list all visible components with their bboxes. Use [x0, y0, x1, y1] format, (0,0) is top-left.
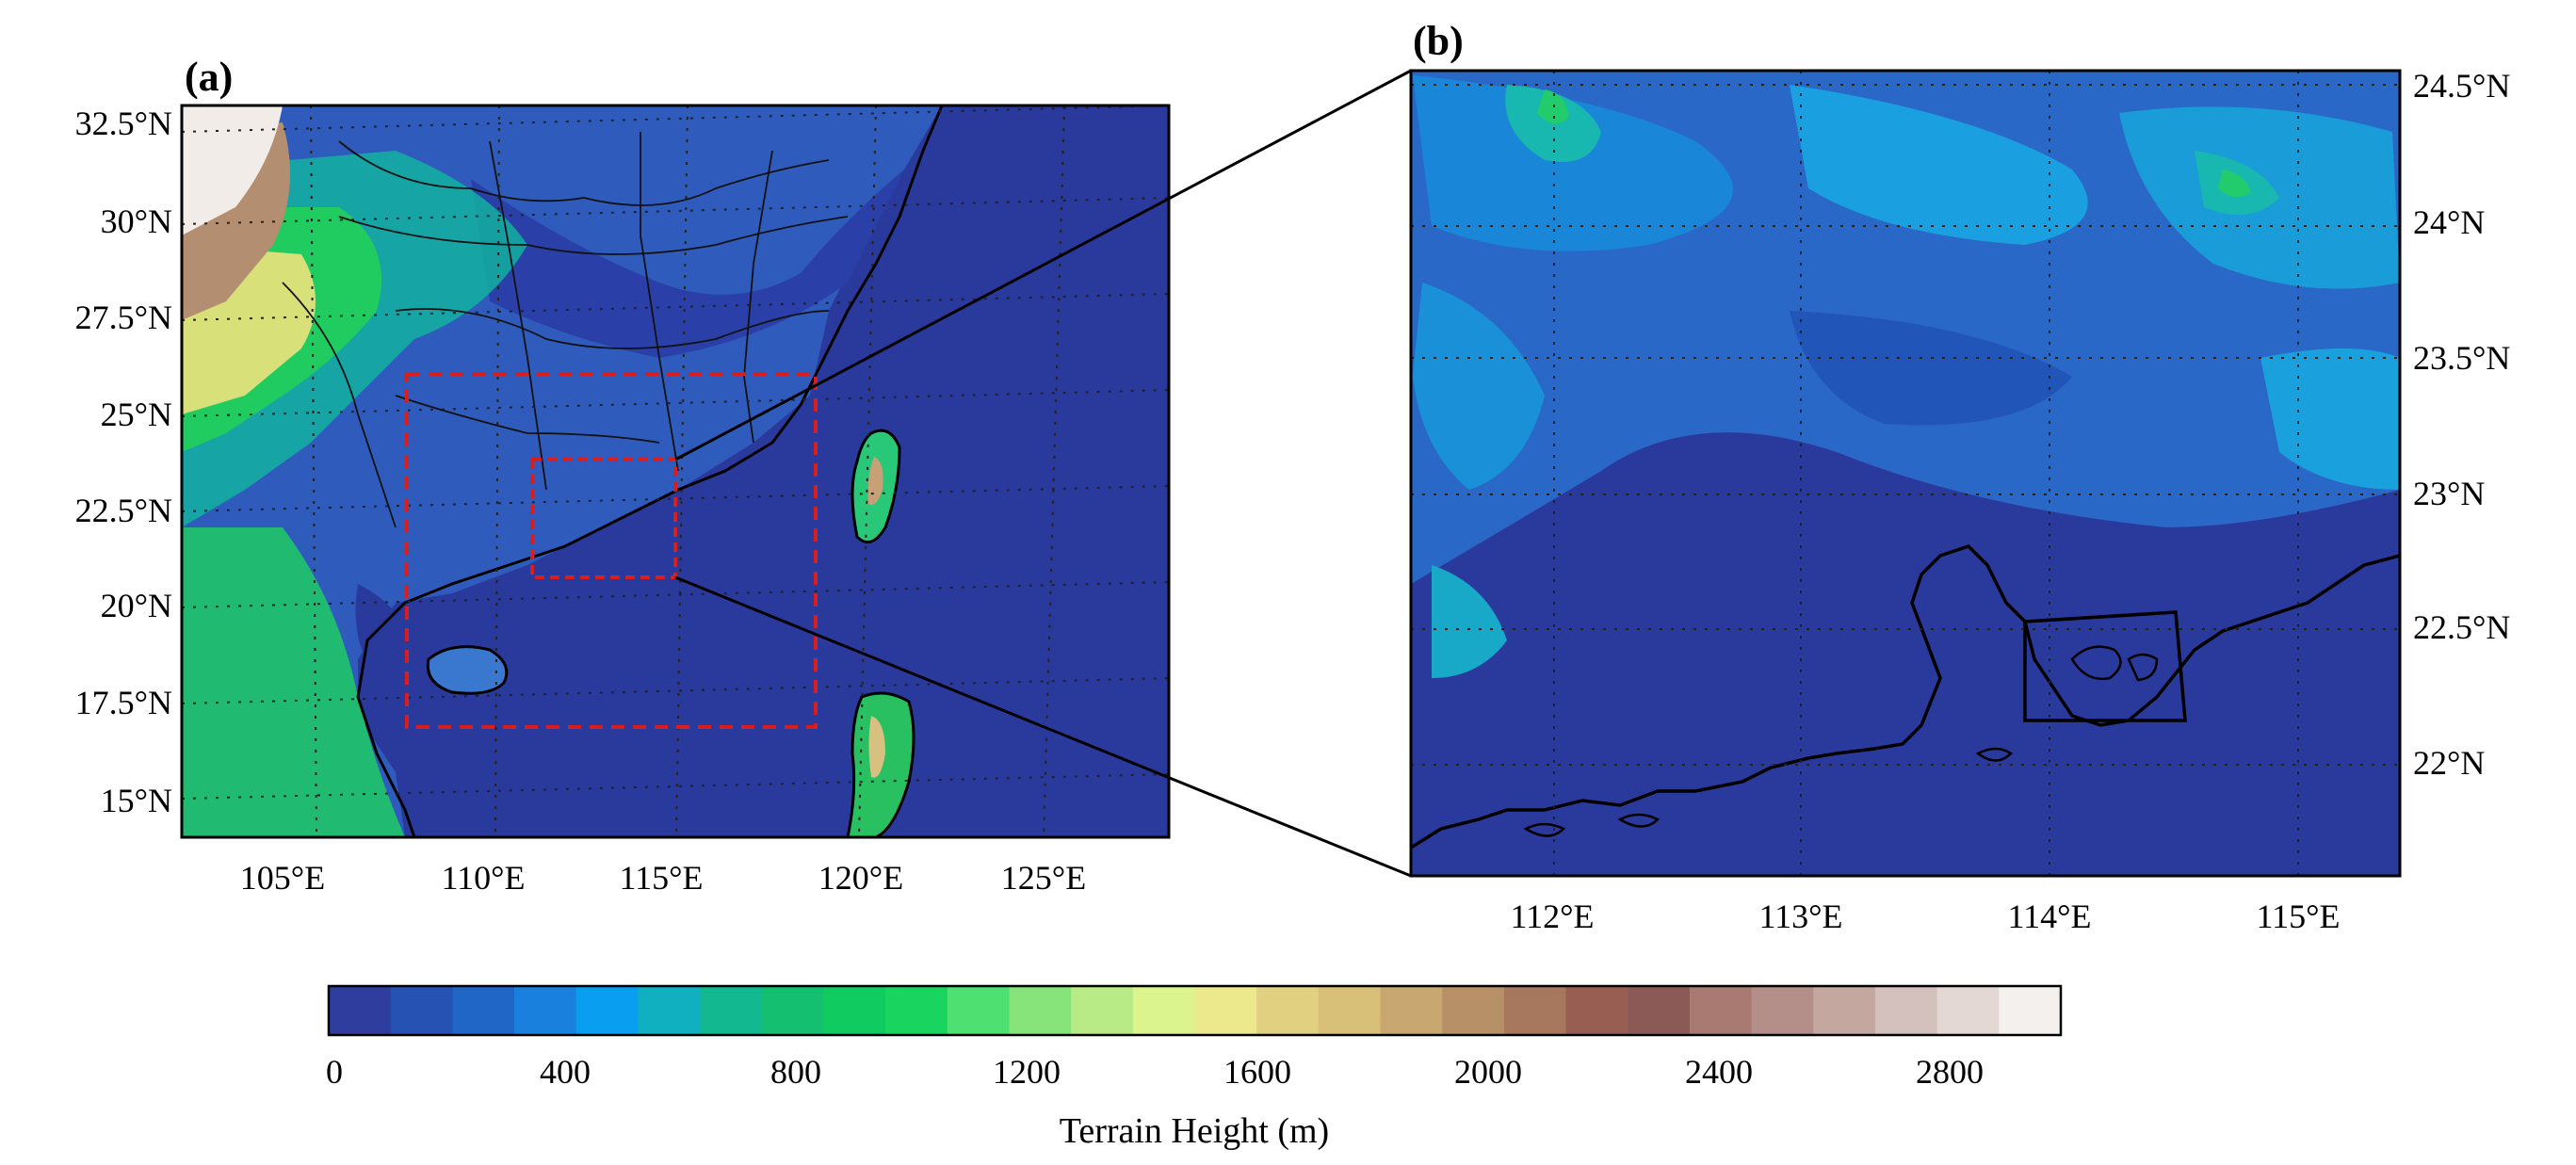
lon-label: 114°E [2007, 898, 2091, 935]
colorbar-swatch [947, 986, 1011, 1035]
colorbar-frame [327, 984, 2063, 1037]
panel-a: (a) [75, 54, 1171, 897]
coastline-b [1411, 543, 2400, 849]
lat-label: 17.5°N [75, 684, 172, 721]
colorbar-swatch [1442, 986, 1505, 1035]
panel-b-frame [1409, 69, 2402, 878]
lat-label: 22.5°N [75, 492, 172, 529]
lat-label: 15°N [101, 782, 172, 819]
lat-label: 32.5°N [75, 105, 172, 142]
lat-label: 23.5°N [2413, 339, 2510, 377]
colorbar-swatch [575, 986, 639, 1035]
panel-a-lon-labels: 105°E 110°E 115°E 120°E 125°E [240, 859, 1086, 897]
hainan-island [426, 645, 509, 695]
lat-label: 22°N [2413, 744, 2485, 782]
gulf-of-tonkin [355, 584, 414, 683]
colorbar-swatch [1071, 986, 1134, 1035]
lat-label: 23°N [2413, 475, 2485, 512]
colorbar-swatch [1503, 986, 1567, 1035]
panel-a-lat-labels: 32.5°N 30°N 27.5°N 25°N 22.5°N 20°N 17.5… [75, 105, 172, 819]
colorbar-title: Terrain Height (m) [1060, 1111, 1329, 1151]
colorbar-swatch [1689, 986, 1753, 1035]
colorbar-swatch [1380, 986, 1443, 1035]
colorbar-swatch [329, 986, 392, 1035]
colorbar-tick-label: 2800 [1916, 1053, 1984, 1091]
zoom-connectors [674, 69, 1412, 878]
colorbar-swatch [700, 986, 763, 1035]
colorbar-swatch [1936, 986, 2000, 1035]
colorbar-ticks: 0 400 800 1200 1600 2000 2400 2800 [326, 1053, 1984, 1091]
lat-label: 30°N [101, 202, 172, 240]
colorbar-swatch [1565, 986, 1628, 1035]
panel-b-label: (b) [1413, 18, 1464, 64]
colorbar-swatch [638, 986, 701, 1035]
colorbar-swatch [761, 986, 825, 1035]
land-lowland [471, 170, 904, 358]
province-borders [282, 132, 849, 528]
colorbar-tick-label: 0 [326, 1053, 343, 1091]
panel-b-lon-labels: 112°E 113°E 114°E 115°E [1510, 898, 2340, 935]
colorbar-swatch [1009, 986, 1072, 1035]
colorbar-swatch [1132, 986, 1196, 1035]
inner-domain-box [530, 458, 677, 579]
colorbar-tick-label: 2000 [1454, 1053, 1522, 1091]
colorbar-swatches [329, 986, 2062, 1035]
lon-label: 115°E [619, 859, 703, 897]
lon-label: 125°E [1001, 859, 1086, 897]
china-coastline [356, 105, 944, 837]
colorbar-swatch [390, 986, 453, 1035]
panel-b: (b) [1409, 18, 2510, 935]
outer-domain-box [405, 372, 818, 729]
colorbar-swatch [1628, 986, 1691, 1035]
colorbar-swatch [885, 986, 948, 1035]
lon-label: 105°E [240, 859, 325, 897]
panel-b-map [1411, 71, 2400, 876]
colorbar-swatch [1194, 986, 1257, 1035]
lat-label: 24°N [2413, 203, 2485, 241]
lon-label: 115°E [2256, 898, 2340, 935]
colorbar-swatch [1751, 986, 1814, 1035]
colorbar-swatch [1874, 986, 1938, 1035]
colorbar-swatch [1813, 986, 1876, 1035]
panel-a-map [182, 105, 1169, 837]
panel-b-lat-labels: 24.5°N 24°N 23.5°N 23°N 22.5°N 22°N [2413, 67, 2510, 782]
colorbar: 0 400 800 1200 1600 2000 2400 2800 Terra… [326, 984, 2063, 1151]
lon-label: 120°E [818, 859, 903, 897]
colorbar-swatch [514, 986, 577, 1035]
terrain-snow [182, 105, 283, 235]
lat-label: 24.5°N [2413, 67, 2510, 105]
panel-a-label: (a) [185, 54, 233, 100]
colorbar-swatch [1318, 986, 1382, 1035]
terrain-patches [1411, 71, 2400, 678]
lon-label: 113°E [1758, 898, 1842, 935]
lat-label: 27.5°N [75, 299, 172, 336]
lon-label: 112°E [1510, 898, 1594, 935]
colorbar-swatch [452, 986, 515, 1035]
lat-label: 22.5°N [2413, 608, 2510, 646]
luzon-peak [868, 716, 885, 778]
lat-label: 20°N [101, 587, 172, 624]
lon-label: 110°E [441, 859, 525, 897]
colorbar-tick-label: 1200 [993, 1053, 1061, 1091]
pearl-river-islands [1523, 645, 2159, 837]
panel-a-frame [180, 104, 1171, 839]
inner-domain-outline [2023, 610, 2187, 722]
colorbar-swatch [823, 986, 886, 1035]
indochina-terrain [182, 527, 405, 837]
colorbar-swatch [1999, 986, 2062, 1035]
lat-label: 25°N [101, 396, 172, 433]
colorbar-tick-label: 400 [540, 1053, 591, 1091]
colorbar-swatch [1256, 986, 1320, 1035]
colorbar-tick-label: 800 [770, 1053, 821, 1091]
colorbar-tick-label: 2400 [1685, 1053, 1753, 1091]
colorbar-tick-label: 1600 [1223, 1053, 1291, 1091]
